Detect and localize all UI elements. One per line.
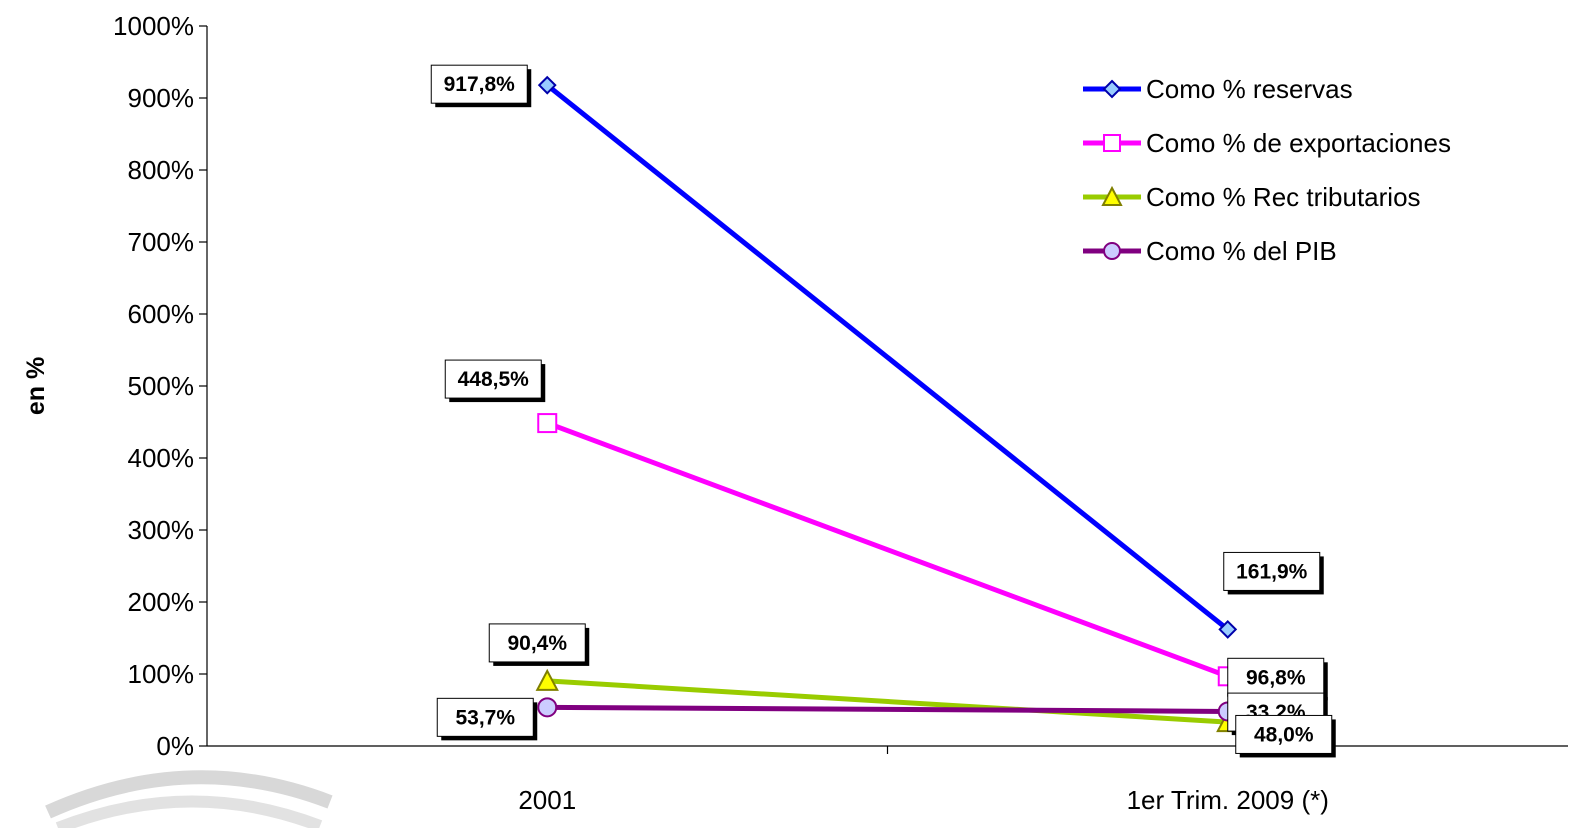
- legend-item: Como % del PIB: [1083, 236, 1337, 266]
- data-label-box: [1235, 714, 1333, 754]
- legend-label: Como % de exportaciones: [1146, 128, 1451, 158]
- series-line: [546, 420, 1229, 679]
- series-line: [547, 678, 1228, 725]
- logo-arcs-icon: [45, 770, 333, 833]
- legend-label: Como % del PIB: [1146, 236, 1337, 266]
- series-point: [537, 413, 558, 434]
- x-category-label: 1er Trim. 2009 (*): [1127, 785, 1329, 815]
- data-label-text: 48,0%: [1254, 723, 1314, 746]
- data-label: 53,7%: [436, 697, 538, 741]
- legend-marker: [1103, 242, 1121, 260]
- data-label-box: [1227, 657, 1325, 697]
- data-label-text: 917,8%: [444, 73, 516, 96]
- data-label-text: 448,5%: [458, 368, 530, 391]
- data-label-box: [430, 64, 528, 104]
- series-point: [537, 75, 557, 95]
- data-label-text: 161,9%: [1236, 560, 1308, 583]
- y-tick-label: 300%: [128, 515, 195, 545]
- y-tick-label: 600%: [128, 299, 195, 329]
- legend-label: Como % Rec tributarios: [1146, 182, 1421, 212]
- legend-marker: [1103, 134, 1121, 152]
- y-tick-label: 900%: [128, 83, 195, 113]
- legend-marker: [1102, 79, 1122, 99]
- y-tick-label: 500%: [128, 371, 195, 401]
- y-tick-label: 400%: [128, 443, 195, 473]
- y-tick-label: 100%: [128, 659, 195, 689]
- data-label-box: [488, 623, 586, 663]
- data-label-text: 53,7%: [455, 706, 515, 729]
- data-label: 161,9%: [1223, 551, 1324, 595]
- data-label: 917,8%: [430, 64, 532, 108]
- x-category-label: 2001: [518, 785, 576, 815]
- y-axis-title: en %: [22, 357, 50, 415]
- y-tick-label: 800%: [128, 155, 195, 185]
- series-point: [537, 697, 558, 718]
- y-tick-label: 700%: [128, 227, 195, 257]
- data-label-text: 96,8%: [1246, 666, 1306, 689]
- legend-marker: [1101, 185, 1123, 206]
- series-point: [1218, 620, 1238, 639]
- data-label-box: [1223, 551, 1321, 591]
- data-label: 48,0%: [1235, 714, 1336, 758]
- legend-item: Como % de exportaciones: [1083, 128, 1451, 158]
- series-line: [547, 704, 1228, 714]
- data-label-box: [444, 359, 542, 399]
- data-label: 448,5%: [444, 359, 546, 403]
- legend-label: Como % reservas: [1146, 74, 1353, 104]
- legend-item: Como % reservas: [1083, 74, 1353, 104]
- data-label-box: [436, 697, 534, 737]
- data-label-text: 90,4%: [507, 632, 567, 655]
- series-point: [535, 668, 559, 691]
- y-tick-label: 200%: [128, 587, 195, 617]
- y-tick-label: 0%: [156, 731, 194, 761]
- series-line: [545, 83, 1230, 632]
- y-tick-label: 1000%: [113, 11, 194, 41]
- legend-item: Como % Rec tributarios: [1083, 182, 1421, 212]
- data-label: 90,4%: [488, 623, 590, 666]
